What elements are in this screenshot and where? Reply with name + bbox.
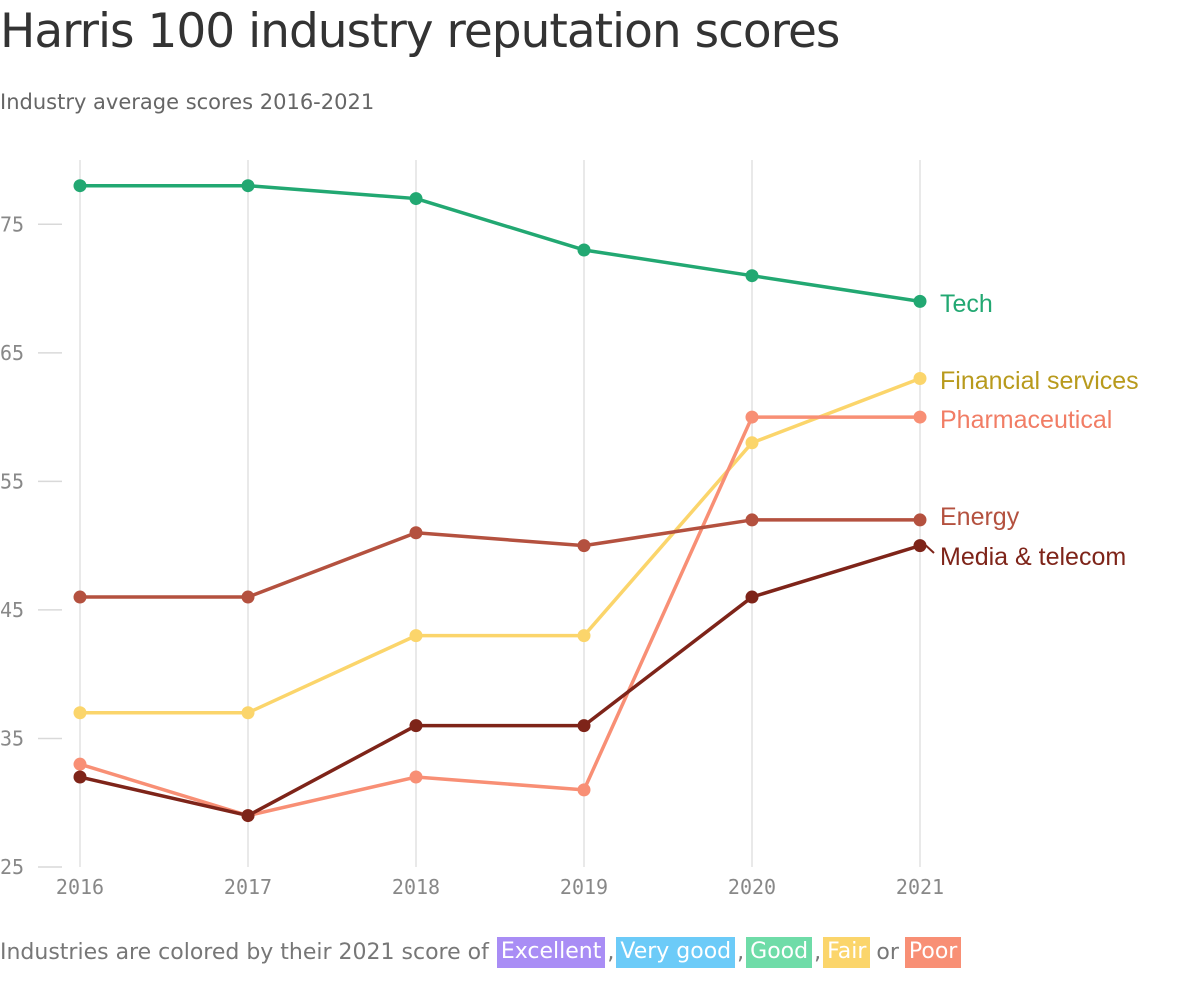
- series-line: [80, 183, 921, 304]
- footer-or: or: [876, 940, 899, 965]
- y-tick-label: 55: [0, 469, 24, 493]
- data-point: [745, 590, 759, 604]
- series-line: [80, 518, 920, 599]
- data-point: [409, 770, 423, 784]
- data-point: [913, 539, 927, 553]
- badge-excellent: Excellent: [496, 937, 606, 968]
- x-tick-label: 2018: [392, 875, 440, 899]
- color-legend-footer: Industries are colored by their 2021 sco…: [0, 937, 962, 968]
- data-point: [745, 436, 759, 450]
- series-label: Pharmaceutical: [940, 406, 1112, 434]
- data-point: [745, 513, 759, 527]
- data-point: [409, 526, 423, 540]
- series-line: [80, 376, 921, 715]
- data-point: [73, 706, 87, 720]
- series-line: [79, 543, 921, 818]
- data-point: [577, 243, 591, 257]
- data-point: [241, 590, 255, 604]
- x-tick-label: 2020: [728, 875, 776, 899]
- series-label: Tech: [940, 290, 993, 318]
- y-tick-label: 45: [0, 598, 24, 622]
- footer-comma: ,: [814, 940, 822, 965]
- data-point: [745, 410, 759, 424]
- data-point: [409, 192, 423, 206]
- series-label: Media & telecom: [940, 543, 1126, 571]
- data-point: [913, 294, 927, 308]
- data-point: [913, 372, 927, 386]
- footer-comma: ,: [737, 940, 745, 965]
- footer-comma: ,: [607, 940, 615, 965]
- data-point: [409, 629, 423, 643]
- y-tick-label: 65: [0, 341, 24, 365]
- data-point: [241, 706, 255, 720]
- badge-fair: Fair: [823, 937, 871, 968]
- label-leader-line: [925, 544, 935, 554]
- data-point: [577, 539, 591, 553]
- data-point: [577, 629, 591, 643]
- badge-very-good: Very good: [616, 937, 736, 968]
- data-point: [73, 770, 87, 784]
- data-point: [913, 513, 927, 527]
- data-point: [913, 410, 927, 424]
- data-point: [409, 719, 423, 733]
- data-point: [73, 757, 87, 771]
- chart-subtitle: Industry average scores 2016-2021: [0, 90, 375, 114]
- y-tick-label: 25: [0, 855, 24, 879]
- data-point: [73, 179, 87, 193]
- chart-title: Harris 100 industry reputation scores: [0, 4, 840, 59]
- y-tick-label: 75: [0, 212, 24, 236]
- series-label: Financial services: [940, 367, 1139, 395]
- x-tick-label: 2016: [56, 875, 104, 899]
- y-tick-label: 35: [0, 726, 24, 750]
- x-tick-label: 2017: [224, 875, 272, 899]
- footer-prefix: Industries are colored by their 2021 sco…: [0, 940, 489, 965]
- series-line: [79, 415, 920, 818]
- data-point: [241, 809, 255, 823]
- data-point: [745, 269, 759, 283]
- data-point: [241, 179, 255, 193]
- badge-good: Good: [746, 937, 813, 968]
- x-tick-label: 2021: [896, 875, 944, 899]
- x-tick-label: 2019: [560, 875, 608, 899]
- data-point: [73, 590, 87, 604]
- data-point: [577, 719, 591, 733]
- series-label: Energy: [940, 503, 1020, 531]
- data-point: [577, 783, 591, 797]
- badge-poor: Poor: [904, 937, 962, 968]
